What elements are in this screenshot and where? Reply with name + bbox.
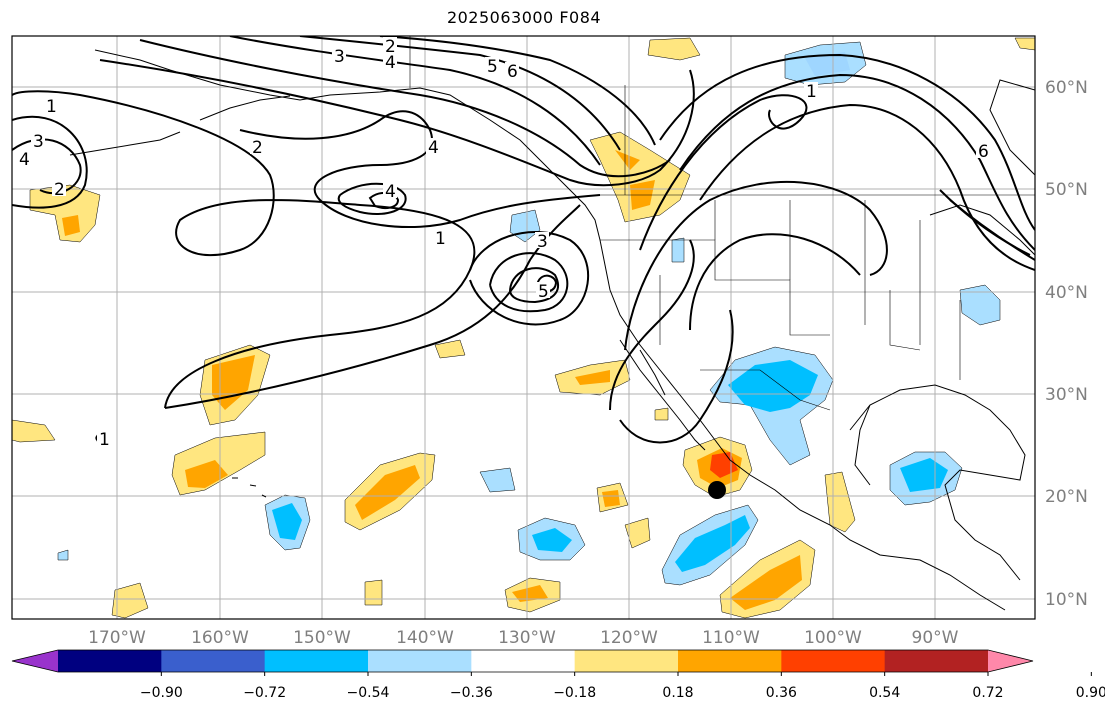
negative-anomaly [57,549,69,561]
colorbar-extend-low [12,650,58,672]
lat-label: 20°N [1045,487,1088,507]
map-frame [11,35,1036,620]
lon-label: 100°W [804,628,862,648]
contour-label: 5 [487,57,498,77]
positive-anomaly [654,407,669,421]
lon-label: 140°W [396,628,454,648]
colorbar-tick-label: −0.18 [553,685,596,701]
lat-label: 50°N [1045,180,1088,200]
negative-anomaly [272,503,302,540]
negative-anomaly [900,458,948,492]
positive-anomaly [575,370,610,385]
positive-anomaly [185,460,228,488]
negative-anomaly [671,237,685,263]
positive-anomaly [111,582,149,619]
negative-anomaly [959,284,1001,326]
positive-anomaly [1014,37,1035,51]
negative-anomaly [728,360,818,412]
contour-label: 1 [46,97,57,117]
contour-label: 3 [334,47,345,67]
contour-label: 5 [538,282,549,302]
lat-label: 40°N [1045,283,1088,303]
positive-anomaly [589,131,691,223]
colorbar-segment [471,650,576,672]
colorbar-outline [11,649,1034,673]
colorbar-extend-high [988,650,1033,672]
graticule [12,36,1035,619]
colorbar-tick-label: 0.36 [766,685,797,701]
colorbar-segment [884,650,989,672]
lon-label: 130°W [498,628,556,648]
contour-label: 3 [33,132,44,152]
positive-anomaly [624,517,651,549]
map-area [12,36,1035,619]
map-title: 2025063000 F084 [446,8,602,27]
contour-label: 3 [537,232,548,252]
contour-label: 4 [428,138,439,158]
contour-label: 6 [978,142,989,162]
colorbar-segment [781,650,886,672]
colorbar-tick-label: −0.90 [140,685,183,701]
colorbar-tick-label: 0.72 [972,685,1003,701]
storm-center-marker [708,481,726,499]
latitude-labels: 60°N 50°N 40°N 30°N 20°N 10°N [1045,78,1088,610]
colorbar-tick-label: −0.36 [450,685,493,701]
positive-anomaly [62,215,80,236]
positive-anomaly [434,339,466,359]
longitude-labels: 170°W 160°W 150°W 140°W 130°W 120°W 110°… [88,628,959,648]
lon-label: 90°W [912,628,959,648]
lon-label: 160°W [191,628,249,648]
lon-label: 150°W [293,628,351,648]
contour-label: 2 [385,37,396,57]
colorbar-segment [58,650,162,672]
contour-label: 6 [507,62,518,82]
positive-anomaly [647,37,701,61]
contour-label: 1 [99,430,110,450]
colorbar-segment [161,650,266,672]
coastlines [69,49,1035,611]
colorbar-segment [574,650,679,672]
anomaly-shading [12,37,1035,619]
colorbar-tick-labels: −0.90 −0.72 −0.54 −0.36 −0.18 0.18 0.36 0.54 0.7… [140,672,1105,701]
positive-anomaly [12,419,56,443]
colorbar-tick-label: 0.90 [1076,685,1105,701]
lat-label: 30°N [1045,385,1088,405]
positive-anomaly [615,150,640,170]
lon-label: 120°W [600,628,658,648]
contour-label: 4 [385,53,396,73]
colorbar-tick-label: 0.54 [869,685,900,701]
positive-anomaly [212,355,255,410]
positive-anomaly [512,585,548,602]
colorbar-tick-label: −0.72 [243,685,286,701]
negative-anomaly [479,467,516,493]
colorbar-segment [368,650,472,672]
lat-label: 10°N [1045,590,1088,610]
contour-label: 4 [385,182,396,202]
lon-label: 110°W [702,628,760,648]
colorbar-segment [678,650,782,672]
positive-anomaly [364,579,383,606]
colorbar [11,649,1034,673]
colorbar-tick-label: −0.54 [347,685,390,701]
positive-anomaly [730,555,802,610]
contour-label: 2 [54,180,65,200]
contour-labels: 1 3 4 2 2 3 2 4 5 6 4 4 1 3 [17,37,990,450]
colorbar-tick-label: 0.18 [662,685,693,701]
negative-anomaly [805,52,850,76]
contour-label: 4 [19,150,30,170]
negative-anomaly [532,528,572,552]
lon-label: 170°W [88,628,146,648]
positive-anomaly [355,465,420,520]
contour-label: 1 [435,229,446,249]
contour-label: 2 [252,138,263,158]
colorbar-segment [264,650,369,672]
positive-anomaly [602,490,620,507]
lat-label: 60°N [1045,78,1088,98]
contour-label: 1 [806,82,817,102]
positive-anomaly [29,184,101,243]
